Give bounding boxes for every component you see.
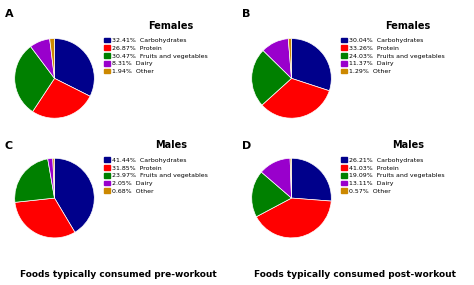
Legend: 30.04%  Carbohydrates, 33.26%  Protein, 24.03%  Fruits and vegetables, 11.37%  D: 30.04% Carbohydrates, 33.26% Protein, 24… [341,38,445,74]
Wedge shape [290,158,292,198]
Wedge shape [15,198,75,238]
Wedge shape [261,158,292,198]
Text: D: D [242,141,251,151]
Wedge shape [33,78,90,118]
Wedge shape [50,38,55,78]
Text: A: A [5,9,13,19]
Text: C: C [5,141,13,151]
Text: Males: Males [155,140,187,150]
Text: Males: Males [392,140,424,150]
Text: B: B [242,9,250,19]
Text: Females: Females [385,21,430,30]
Wedge shape [15,46,55,112]
Wedge shape [31,39,55,78]
Wedge shape [263,39,292,78]
Wedge shape [15,159,55,202]
Wedge shape [288,38,292,78]
Text: Foods typically consumed pre-workout: Foods typically consumed pre-workout [20,270,217,279]
Wedge shape [256,198,331,238]
Wedge shape [252,50,292,105]
Wedge shape [48,158,55,198]
Wedge shape [292,38,331,91]
Legend: 32.41%  Carbohydrates, 26.87%  Protein, 30.47%  Fruits and vegetables, 8.31%  Da: 32.41% Carbohydrates, 26.87% Protein, 30… [104,38,208,74]
Wedge shape [55,38,94,96]
Wedge shape [53,158,55,198]
Wedge shape [55,158,94,232]
Legend: 41.44%  Carbohydrates, 31.85%  Protein, 23.97%  Fruits and vegetables, 2.05%  Da: 41.44% Carbohydrates, 31.85% Protein, 23… [104,157,208,194]
Wedge shape [262,78,329,118]
Legend: 26.21%  Carbohydrates, 41.03%  Protein, 19.09%  Fruits and vegetables, 13.11%  D: 26.21% Carbohydrates, 41.03% Protein, 19… [341,157,445,194]
Text: Foods typically consumed post-workout: Foods typically consumed post-workout [255,270,456,279]
Wedge shape [252,172,292,217]
Text: Females: Females [148,21,193,30]
Wedge shape [292,158,331,201]
